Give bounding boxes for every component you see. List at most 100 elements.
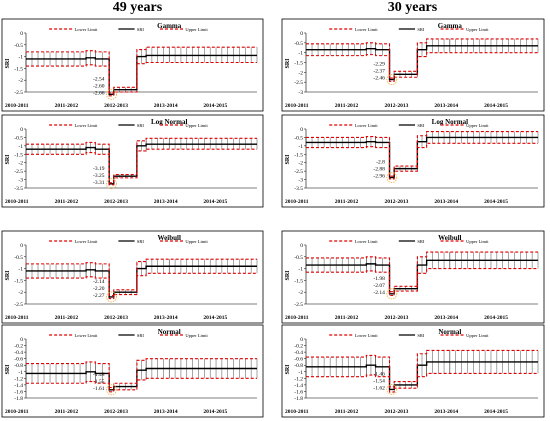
panel-0-1-title: Log Normal [151,118,187,126]
panel-0-2-ytick-2: -1 [18,267,23,273]
panel-0-1-frame [1,114,264,208]
panel-1-0-annotation-0: -2.29 [373,62,385,68]
panel-0-3-series-2 [26,358,257,389]
panel-0-2-series-2 [26,258,257,297]
panel-0-2-frame [1,230,264,324]
panel-0-0-legend-lower-label: Lower Limit [75,27,99,32]
column-title-30-years: 30 years [387,0,438,15]
panel-1-1-xtick-3: 2013-2014 [434,199,458,205]
panel-0-2-ytick-1: -0.5 [14,255,23,261]
panel-1-2-xtick-1: 2011-2012 [335,315,359,321]
panel-0-3-ytick-3: -0.6 [14,357,23,363]
panel-0-3-legend-sri-label: SRI [137,333,145,338]
panel-1-3-ytick-9: -1.8 [294,396,303,402]
panel-0-1-ytick-5: -2.5 [14,169,23,175]
panel-1-1-legend-upper-label: Upper Limit [466,123,489,128]
panel-1-0-xtick-1: 2011-2012 [335,103,359,109]
panel-1-3-legend-lower-label: Lower Limit [355,333,379,338]
panel-1-1-ytick-1: -0.5 [294,135,303,141]
panel-0-1-series-2 [26,137,257,184]
panel-0-0-min-circle [106,88,117,100]
panel-0-3-ytick-0: 0 [20,337,23,343]
panel-1-2-ytick-2: -1 [298,267,303,273]
panel-1-3-min-circle [386,384,398,395]
panel-0-3-ytick-7: -1.4 [14,383,23,389]
panel-0-2-xtick-3: 2013-2014 [154,315,178,321]
panel-0-3-xtick-0: 2010-2011 [5,409,29,415]
panel-0-0-legend-upper-label: Upper Limit [185,27,208,32]
panel-0-2-title: Weibull [158,234,181,242]
panel-0-1-xtick-1: 2011-2012 [55,199,79,205]
panel-0-3-xtick-3: 2013-2014 [154,409,178,415]
panel-1-0-min-circle [386,74,398,86]
panel-0-3-legend-upper-label: Upper Limit [185,333,208,338]
panel-0-2-legend-lower-label: Lower Limit [75,239,99,244]
panel-0-1-ytick-3: -1.5 [14,152,23,158]
panel-1-3-ylabel: SRI [285,364,291,375]
panel-0-1-legend-upper-label: Upper Limit [185,123,208,128]
panel-0-2-annotation-0: -2.14 [93,279,105,285]
panel-0-0-xtick-2: 2012-2013 [104,103,128,109]
panel-1-3-ytick-6: -1.2 [294,376,303,382]
panel-1-2-legend-upper-label: Upper Limit [466,239,489,244]
panel-1-2-ytick-4: -2 [298,290,303,296]
panel-0-1-xtick-3: 2013-2014 [154,199,178,205]
panel-1-2-ytick-1: -0.5 [294,255,303,261]
panel-0-3-annotation-1: -1.55 [93,379,105,385]
panel-0-0-xtick-4: 2014-2015 [203,103,227,109]
panel-1-0-ytick-6: -3 [298,90,303,96]
panel-0-0-ytick-1: -0.5 [14,43,23,49]
panel-1-1-ytick-0: 0 [300,127,303,133]
panel-1-0-ylabel: SRI [285,58,291,69]
panel-0-2-ytick-5: -2.5 [14,302,23,308]
panel-0-1-legend-sri-label: SRI [137,123,145,128]
panel-0-2-series-1 [26,272,257,300]
panel-0-3-legend-lower-label: Lower Limit [75,333,99,338]
panel-0-3-xtick-1: 2011-2012 [55,409,79,415]
panel-1-0-xtick-4: 2014-2015 [484,103,508,109]
panel-1-2-legend-lower-label: Lower Limit [355,239,379,244]
panel-0-2-annotation-1: -2.20 [93,286,105,292]
panel-1-1-xtick-4: 2014-2015 [484,199,508,205]
panel-0-0-xtick-0: 2010-2011 [5,103,29,109]
panel-1-3-annotation-1: -1.54 [373,378,385,384]
panel-1-0-ytick-5: -2.5 [294,80,303,86]
panel-1-1-title: Log Normal [432,118,468,126]
column-title-49-years: 49 years [112,0,163,15]
panel-1-1-ytick-3: -1.5 [294,152,303,158]
panel-1-2-annotation-2: -2.14 [373,290,385,296]
panel-1-0-ytick-1: -0.5 [294,41,303,47]
panel-0-3-ytick-4: -0.8 [14,363,23,369]
panel-0-2-ytick-3: -1.5 [14,278,23,284]
panel-1-0-xtick-3: 2013-2014 [434,103,458,109]
panel-0-1-xtick-2: 2012-2013 [104,199,128,205]
panel-1-0-title: Gamma [438,22,463,30]
panel-0-3-xtick-4: 2014-2015 [203,409,227,415]
panel-1-2-ylabel: SRI [285,270,291,281]
panel-1-3-ytick-3: -0.6 [294,357,303,363]
panel-1-2-series-1 [306,268,538,297]
panel-1-0-ytick-4: -2 [298,70,303,76]
panel-0-1-ytick-4: -2 [18,161,23,167]
panel-0-3-ytick-2: -0.4 [14,350,23,356]
panel-1-0-xtick-2: 2012-2013 [385,103,409,109]
panel-1-3-annotation-2: -1.62 [373,385,385,391]
panel-0-3-series-1 [26,377,257,393]
panel-1-2-annotation-1: -2.07 [373,283,385,289]
panel-0-0-ylabel: SRI [5,58,11,69]
panel-0-0-frame [1,18,264,112]
panel-1-0-legend-lower-label: Lower Limit [355,27,379,32]
panel-0-1-min-circle [106,178,117,190]
panel-0-3-min-circle [106,384,117,396]
panel-0-0-ytick-4: -2 [18,78,23,84]
panel-1-3-ytick-4: -0.8 [294,363,303,369]
panel-0-3-ytick-5: -1 [18,370,23,376]
panel-0-0-annotation-2: -2.66 [93,90,105,96]
panel-1-3-series-1 [306,372,538,393]
panel-1-3-ytick-2: -0.4 [294,350,303,356]
panel-1-2-ytick-3: -1.5 [294,278,303,284]
panel-1-1-ytick-6: -3 [298,178,303,184]
panel-0-0-legend-sri-label: SRI [137,27,145,32]
panel-1-0-legend-upper-label: Upper Limit [466,27,489,32]
